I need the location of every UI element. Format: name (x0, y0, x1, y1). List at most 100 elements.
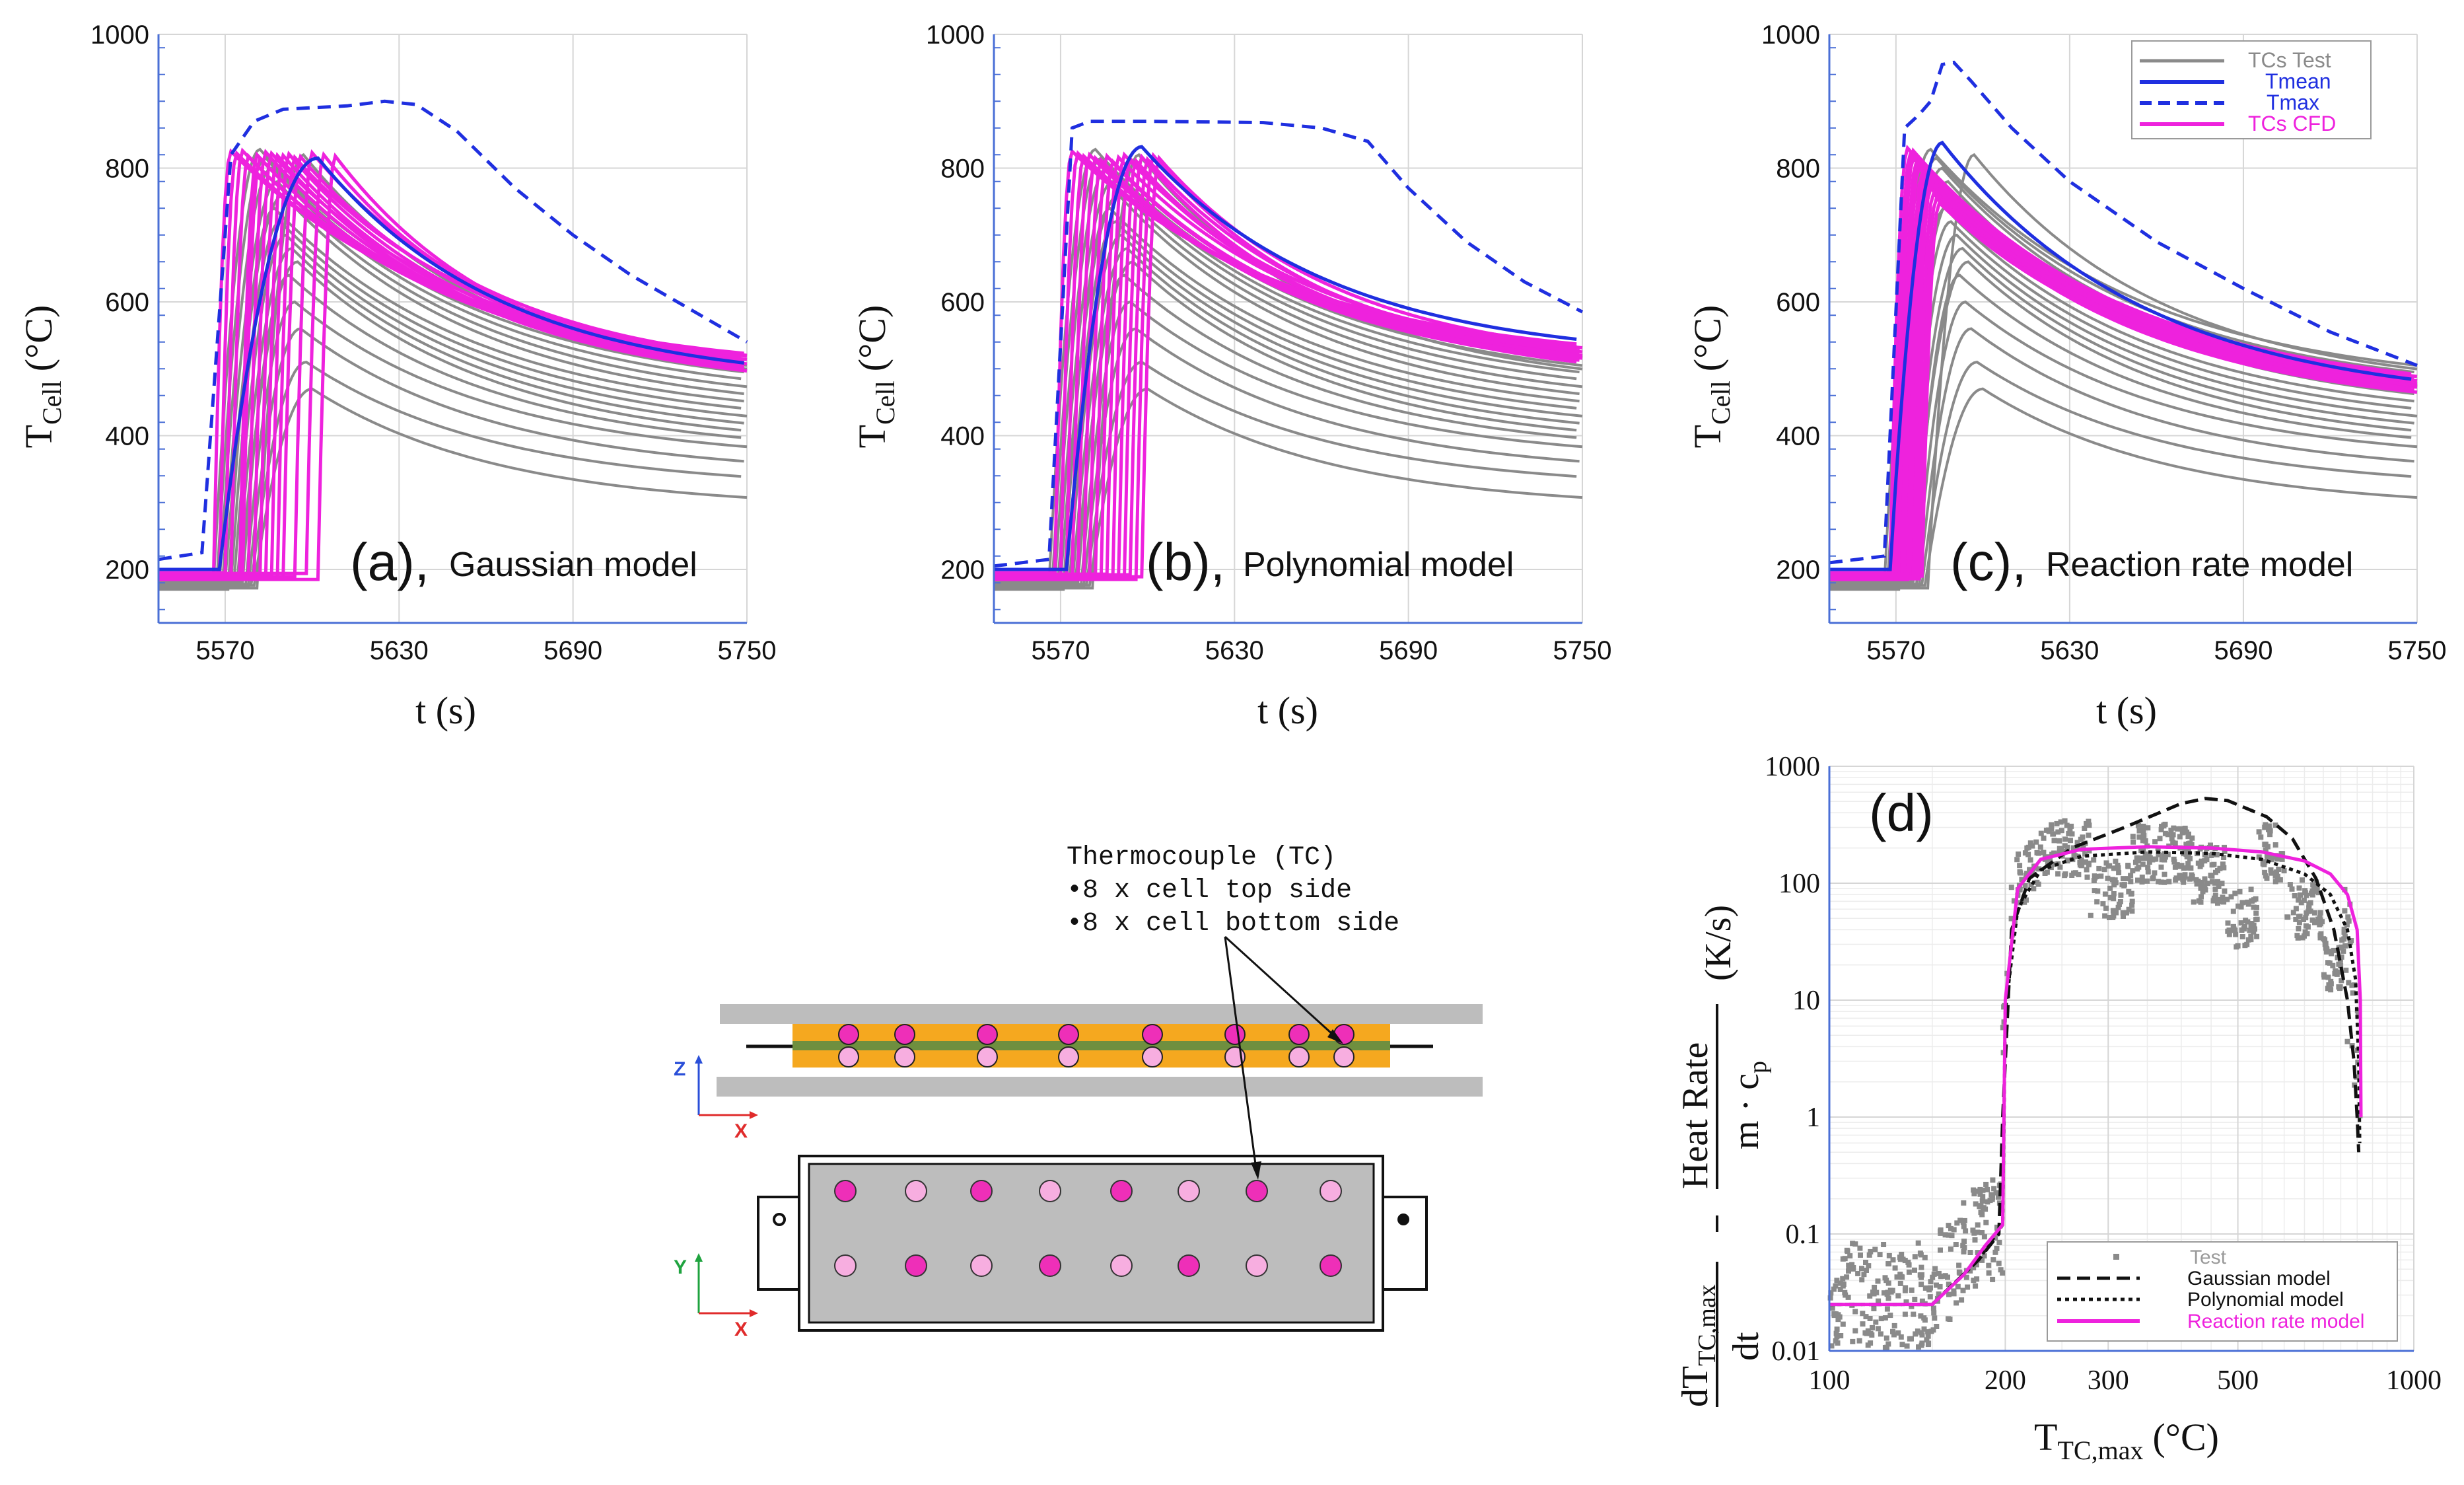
panel-d-test-point (2156, 851, 2162, 857)
panel-c-test-line (1829, 300, 2418, 589)
panel-d-test-point (2226, 927, 2232, 933)
panel-d-test-point (2318, 931, 2324, 937)
top-view-tab-right-hole (1397, 1213, 1409, 1225)
panel-d-test-point (2082, 851, 2088, 857)
panel-d-test-point (2115, 863, 2121, 868)
panel-d-test-point (2181, 873, 2187, 879)
panel-d-test-point (1903, 1285, 1909, 1291)
panel-d-test-point (1932, 1266, 1938, 1272)
panel-d-test-point (2084, 820, 2090, 826)
top-view-tc-row1 (1039, 1180, 1061, 1202)
panel-d-test-point (1827, 1295, 1833, 1301)
panel-c-xtick-label: 5750 (2388, 636, 2447, 665)
panel-d-test-point (2185, 834, 2191, 840)
panel-d-ylabel-num: dT (1675, 1366, 1716, 1407)
panel-d-test-point (1961, 1223, 1967, 1229)
panel-b-xtick-label: 5750 (1553, 636, 1612, 665)
panel-d-test-point (1942, 1273, 1948, 1279)
panel-d-test-point (1891, 1322, 1897, 1328)
panel-d-test-point (2152, 856, 2158, 862)
panel-d-test-point (1845, 1294, 1851, 1300)
panel-d-test-point (1833, 1330, 1839, 1336)
panel-d-test-point (1996, 1239, 2002, 1245)
panel-d-test-point (1909, 1303, 1915, 1309)
panel-c-ylabel-unit: (°C) (1686, 305, 1729, 372)
panel-d-legend-gauss-label: Gaussian model (2187, 1268, 2331, 1289)
panel-d-test-point (2254, 904, 2259, 910)
panel-d-gaussian-line (1829, 797, 2361, 1307)
panel-c-ytick-label: 400 (1776, 422, 1820, 451)
panel-d-test-point (1852, 1328, 1858, 1334)
axis-z-arrow (695, 1055, 703, 1064)
panel-d-test-point (1912, 1297, 1918, 1302)
panel-d-test-point (1993, 1190, 1999, 1196)
svg-text:dTTC,max: dTTC,max (1675, 1284, 1721, 1407)
panel-d-test-point (2078, 857, 2084, 863)
panel-d-test-point (1866, 1252, 1872, 1258)
panel-d-test-point (2311, 887, 2317, 892)
axis-indicator-top: Y X (674, 1253, 758, 1340)
side-tc-bottom (1058, 1046, 1079, 1068)
panel-d-test-point (2248, 933, 2254, 939)
panel-d-test-point (2195, 860, 2201, 866)
panel-d-test-point (1973, 1283, 1979, 1289)
panel-d-test-point (1961, 1200, 1967, 1206)
panel-d-test-point (1855, 1270, 1861, 1276)
panel-d-test-point (1891, 1332, 1897, 1338)
panel-d-xtick-label: 500 (2217, 1365, 2259, 1396)
panel-d-test-point (2212, 892, 2218, 898)
panel-d-test-point (1834, 1278, 1840, 1284)
panel-d-test-point (2321, 936, 2327, 942)
panel-a-ylabel: TCell (°C) (17, 305, 67, 449)
panel-d-test-point (1883, 1278, 1889, 1284)
panel-d-test-point (1885, 1341, 1891, 1347)
panel-d-test-point (1973, 1201, 1979, 1207)
panel-d-test-point (1841, 1282, 1847, 1287)
svg-text:TCell(°C): TCell (°C) (851, 305, 900, 449)
panel-d-test-point (2171, 825, 2177, 831)
panel-d-test-point (2221, 899, 2227, 905)
panel-c-test-line (1829, 233, 2418, 585)
tc-title: Thermocouple (TC) (1067, 843, 1336, 873)
panel-d-test-point (2322, 941, 2328, 947)
panel-d-test-point (2354, 1074, 2360, 1080)
panel-d-test-point (2328, 987, 2334, 993)
panel-d-test-point (2239, 900, 2245, 906)
panel-c-test-line (1829, 387, 2418, 587)
side-tc-top (894, 1024, 915, 1045)
panel-d-test-point (2194, 881, 2200, 887)
panel-d-test-point (2062, 818, 2068, 824)
panel-d-test-point (1890, 1257, 1896, 1263)
panel-d-test-point (1875, 1278, 1881, 1284)
panel-d-test-point (2111, 896, 2117, 902)
panel-d-test-point (2070, 845, 2076, 851)
panel-c-test-line (1829, 260, 2412, 587)
panel-d-test-point (1980, 1194, 1986, 1200)
panel-d-test-point (2157, 836, 2163, 842)
panel-d-test-point (2042, 871, 2048, 876)
panel-d-test-point (1979, 1230, 1985, 1235)
panel-d-test-point (2249, 898, 2255, 904)
panel-d-test-point (2297, 914, 2303, 920)
panel-d-test-point (2248, 937, 2254, 943)
panel-d-test-point (2235, 903, 2241, 909)
panel-d-test-point (1867, 1293, 1873, 1299)
panel-d-test-point (2339, 954, 2344, 960)
panel-d-test-point (1863, 1314, 1869, 1320)
panel-d-test-point (1873, 1319, 1879, 1325)
panel-a-test-line (158, 246, 744, 589)
panel-d-test-point (2208, 853, 2214, 858)
panel-d-test-point (2298, 900, 2304, 906)
panel-d-test-point (2113, 880, 2119, 886)
panel-d-test-point (1983, 1206, 1989, 1212)
panel-d-test-point (2263, 842, 2269, 848)
panel-d-test-point (2140, 823, 2146, 829)
panel-d-test-point (2214, 851, 2220, 857)
panel-d-test-point (2301, 897, 2307, 903)
panel-d-xtick-label: 1000 (2386, 1365, 2442, 1396)
panel-d-test-point (2328, 981, 2334, 987)
panel-d-test-point (1967, 1250, 1973, 1255)
panel-d-test-point (2166, 879, 2172, 885)
axis-indicator-side: Z X (674, 1055, 758, 1142)
panel-d-test-point (2172, 864, 2178, 870)
